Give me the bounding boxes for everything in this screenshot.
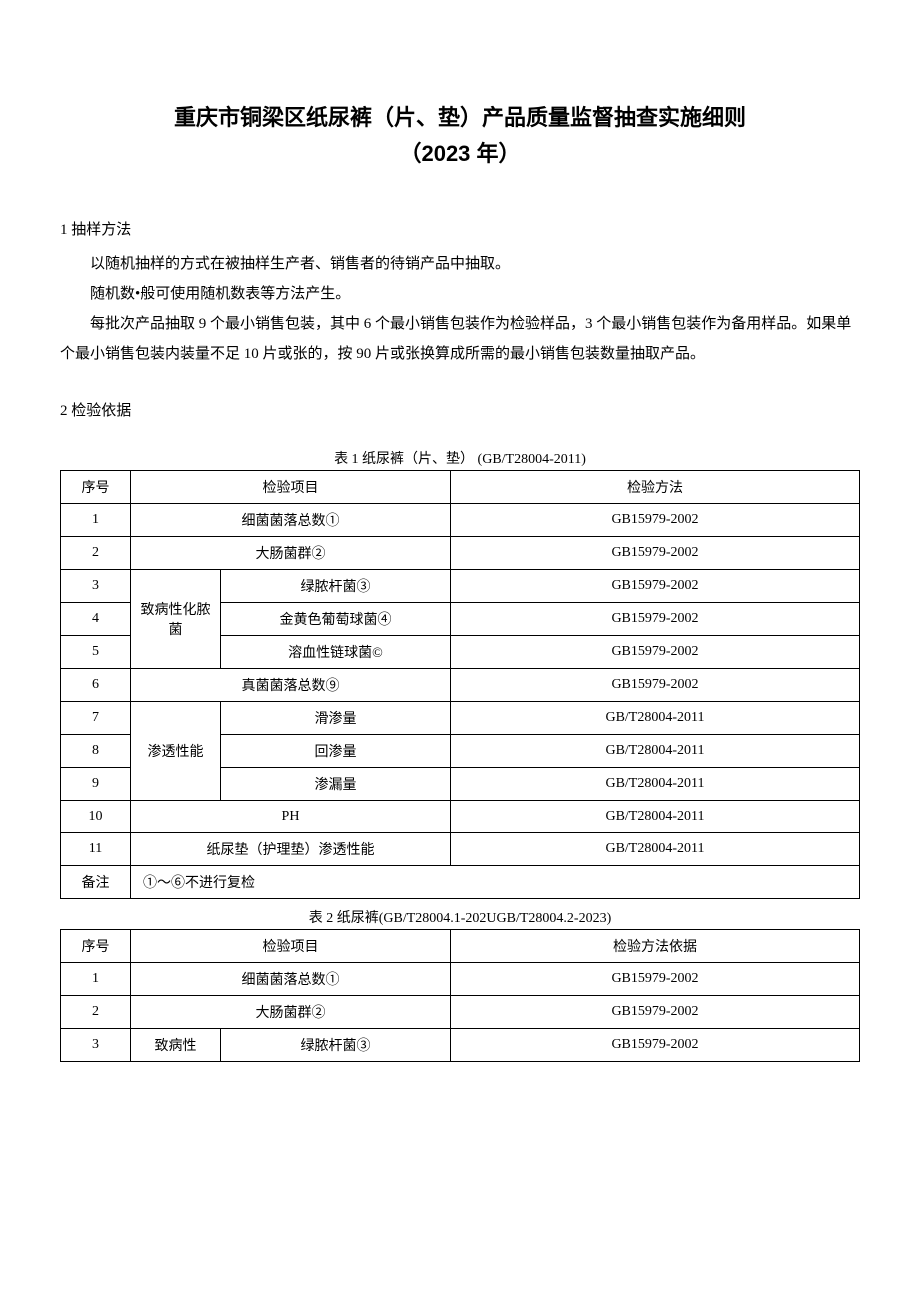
th-method: 检验方法依据: [451, 930, 860, 963]
cell-method: GB/T28004-2011: [451, 768, 860, 801]
cell-seq: 8: [61, 735, 131, 768]
cell-item: 大肠菌群②: [131, 996, 451, 1029]
cell-seq: 11: [61, 833, 131, 866]
cell-item: 渗漏量: [221, 768, 451, 801]
cell-group: 致病性: [131, 1029, 221, 1062]
table-row: 1 细菌菌落总数① GB15979-2002: [61, 504, 860, 537]
table-remark-row: 备注 ①〜⑥不进行复检: [61, 866, 860, 899]
cell-item: 纸尿垫（护理垫）渗透性能: [131, 833, 451, 866]
cell-seq: 1: [61, 504, 131, 537]
cell-item: 溶血性链球菌©: [221, 636, 451, 669]
cell-seq: 2: [61, 537, 131, 570]
table1-caption: 表 1 纸尿裤（片、垫） (GB/T28004-2011): [60, 448, 860, 468]
th-item: 检验项目: [131, 930, 451, 963]
cell-seq: 2: [61, 996, 131, 1029]
table2: 序号 检验项目 检验方法依据 1 细菌菌落总数① GB15979-2002 2 …: [60, 929, 860, 1062]
cell-method: GB15979-2002: [451, 996, 860, 1029]
cell-method: GB15979-2002: [451, 537, 860, 570]
cell-method: GB/T28004-2011: [451, 702, 860, 735]
cell-method: GB15979-2002: [451, 636, 860, 669]
cell-item: 绿脓杆菌③: [221, 570, 451, 603]
page-title-main: 重庆市铜梁区纸尿裤（片、垫）产品质量监督抽查实施细则: [60, 100, 860, 132]
cell-item: 真菌菌落总数⑨: [131, 669, 451, 702]
cell-item: 回渗量: [221, 735, 451, 768]
cell-method: GB15979-2002: [451, 603, 860, 636]
table-header-row: 序号 检验项目 检验方法依据: [61, 930, 860, 963]
cell-method: GB15979-2002: [451, 669, 860, 702]
th-seq: 序号: [61, 471, 131, 504]
table-row: 10 PH GB/T28004-2011: [61, 801, 860, 833]
cell-item: 绿脓杆菌③: [221, 1029, 451, 1062]
cell-method: GB15979-2002: [451, 1029, 860, 1062]
cell-item: PH: [131, 801, 451, 833]
cell-seq: 5: [61, 636, 131, 669]
cell-method: GB/T28004-2011: [451, 801, 860, 833]
table-row: 2 大肠菌群② GB15979-2002: [61, 996, 860, 1029]
cell-method: GB15979-2002: [451, 504, 860, 537]
th-seq: 序号: [61, 930, 131, 963]
table-row: 6 真菌菌落总数⑨ GB15979-2002: [61, 669, 860, 702]
cell-group: 致病性化脓菌: [131, 570, 221, 669]
cell-item: 大肠菌群②: [131, 537, 451, 570]
cell-seq: 6: [61, 669, 131, 702]
section2-header: 2 检验依据: [60, 399, 860, 420]
section-sampling: 1 抽样方法 以随机抽样的方式在被抽样生产者、销售者的待销产品中抽取。 随机数•…: [60, 218, 860, 369]
cell-method: GB/T28004-2011: [451, 735, 860, 768]
table1: 序号 检验项目 检验方法 1 细菌菌落总数① GB15979-2002 2 大肠…: [60, 470, 860, 899]
cell-item: 细菌菌落总数①: [131, 963, 451, 996]
cell-method: GB/T28004-2011: [451, 833, 860, 866]
cell-seq: 3: [61, 1029, 131, 1062]
table-row: 3 致病性化脓菌 绿脓杆菌③ GB15979-2002: [61, 570, 860, 603]
table-row: 3 致病性 绿脓杆菌③ GB15979-2002: [61, 1029, 860, 1062]
cell-seq: 10: [61, 801, 131, 833]
cell-seq: 3: [61, 570, 131, 603]
section1-para3: 每批次产品抽取 9 个最小销售包装，其中 6 个最小销售包装作为检验样品，3 个…: [60, 309, 860, 369]
table-row: 2 大肠菌群② GB15979-2002: [61, 537, 860, 570]
section1-para2: 随机数•般可使用随机数表等方法产生。: [60, 279, 860, 309]
cell-item: 滑渗量: [221, 702, 451, 735]
table-row: 7 渗透性能 滑渗量 GB/T28004-2011: [61, 702, 860, 735]
section1-para1: 以随机抽样的方式在被抽样生产者、销售者的待销产品中抽取。: [60, 249, 860, 279]
cell-group: 渗透性能: [131, 702, 221, 801]
section1-header: 1 抽样方法: [60, 218, 860, 239]
th-method: 检验方法: [451, 471, 860, 504]
cell-item: 细菌菌落总数①: [131, 504, 451, 537]
cell-method: GB15979-2002: [451, 570, 860, 603]
cell-seq: 9: [61, 768, 131, 801]
table-row: 1 细菌菌落总数① GB15979-2002: [61, 963, 860, 996]
table2-caption: 表 2 纸尿裤(GB/T28004.1-202UGB/T28004.2-2023…: [60, 907, 860, 927]
th-item: 检验项目: [131, 471, 451, 504]
cell-remark-label: 备注: [61, 866, 131, 899]
cell-seq: 4: [61, 603, 131, 636]
page-title-sub: （2023 年）: [60, 136, 860, 168]
cell-seq: 7: [61, 702, 131, 735]
table-header-row: 序号 检验项目 检验方法: [61, 471, 860, 504]
cell-seq: 1: [61, 963, 131, 996]
table-row: 11 纸尿垫（护理垫）渗透性能 GB/T28004-2011: [61, 833, 860, 866]
cell-item: 金黄色葡萄球菌④: [221, 603, 451, 636]
cell-method: GB15979-2002: [451, 963, 860, 996]
cell-remark-text: ①〜⑥不进行复检: [131, 866, 860, 899]
